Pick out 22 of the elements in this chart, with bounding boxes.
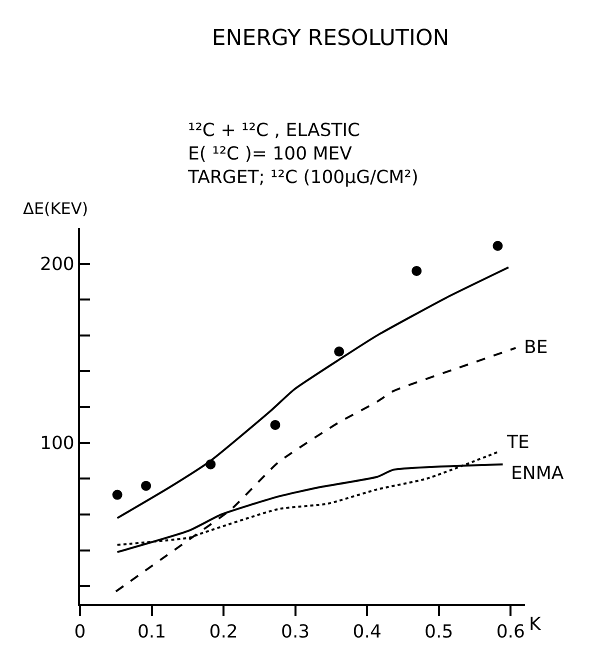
point [112, 490, 122, 500]
series-label: TE [506, 432, 530, 453]
chart-subtitle: ¹²C + ¹²C , ELASTIC E( ¹²C )= 100 MEV TARGET; ¹²C (100μG/CM²) [187, 120, 418, 188]
point [492, 240, 503, 251]
x-tick-label: 0.5 [424, 622, 454, 643]
chart-title: ENERGY RESOLUTION [212, 26, 450, 51]
x-tick-label: 0.4 [352, 622, 382, 643]
series-label: BE [524, 337, 548, 358]
point [412, 266, 422, 276]
point [334, 346, 344, 357]
point [270, 420, 280, 430]
y-tick-label: 100 [40, 433, 74, 454]
point [141, 480, 152, 491]
y-axis-title: ΔE(KEV) [23, 199, 88, 218]
x-tick-label: 0.6 [496, 622, 525, 643]
y-tick-label: 200 [40, 254, 74, 276]
x-axis-title: K [529, 614, 542, 635]
x-tick-label: 0.1 [137, 622, 166, 643]
series-label: ENMA [511, 463, 564, 484]
x-tick-label: 0 [74, 622, 86, 643]
x-tick-label: 0.2 [209, 622, 238, 643]
x-tick-label: 0.3 [281, 622, 310, 643]
